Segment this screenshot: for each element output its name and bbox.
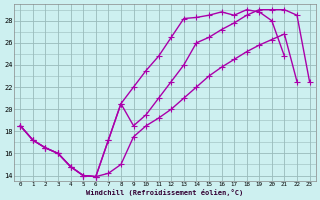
X-axis label: Windchill (Refroidissement éolien,°C): Windchill (Refroidissement éolien,°C) (86, 189, 244, 196)
